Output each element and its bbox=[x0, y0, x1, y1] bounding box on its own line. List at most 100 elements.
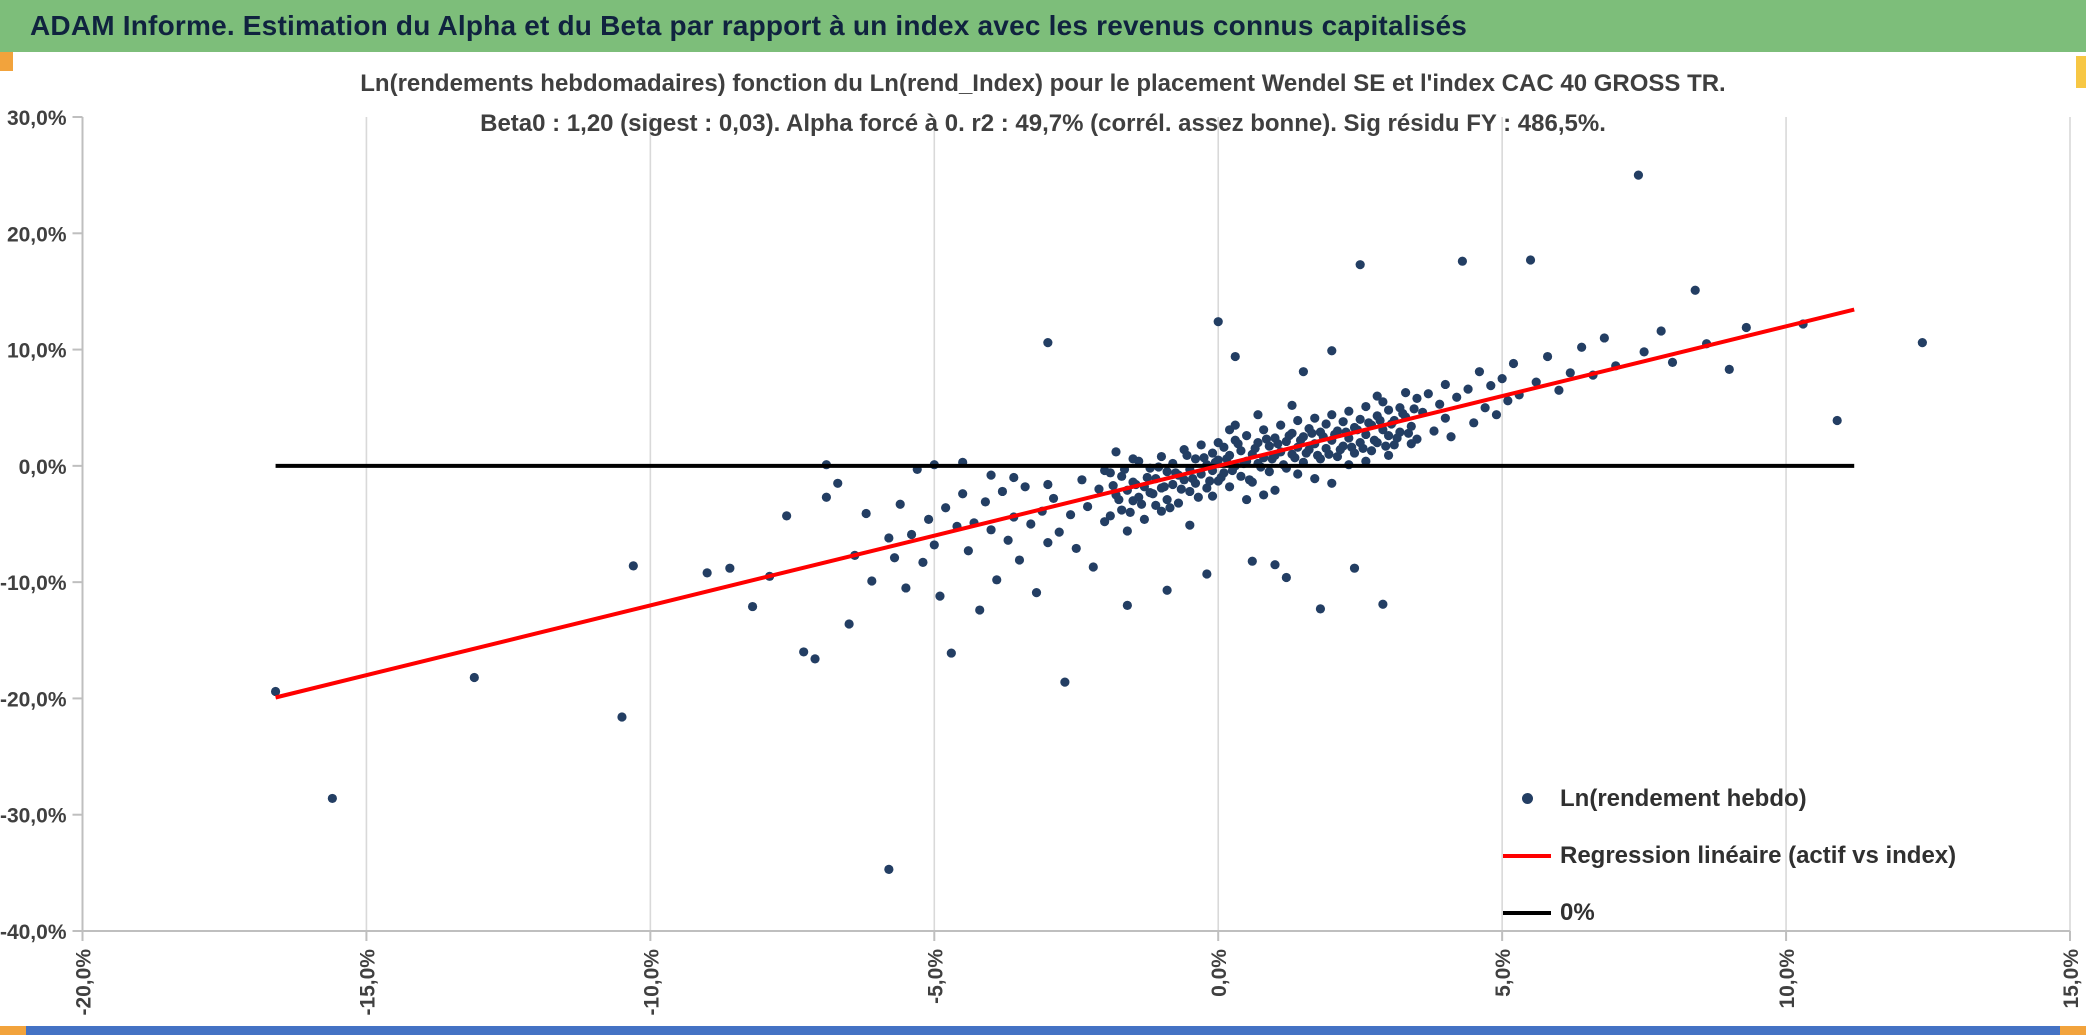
scatter-point bbox=[941, 503, 951, 513]
bottom-right-corner-marker bbox=[2060, 1026, 2086, 1035]
scatter-point bbox=[1293, 415, 1303, 426]
scatter-point bbox=[1156, 506, 1167, 516]
scatter-point bbox=[1125, 507, 1135, 517]
scatter-point bbox=[1440, 413, 1450, 423]
scatter-point bbox=[1247, 477, 1257, 487]
scatter-point bbox=[1491, 410, 1502, 420]
scatter-point bbox=[1917, 337, 1927, 348]
scatter-point bbox=[1486, 381, 1496, 391]
legend-dot-icon bbox=[1502, 793, 1552, 804]
scatter-point bbox=[1383, 450, 1394, 460]
scatter-point bbox=[1219, 442, 1229, 452]
scatter-point bbox=[1361, 456, 1371, 466]
scatter-point bbox=[1361, 401, 1371, 412]
scatter-point bbox=[1193, 492, 1203, 502]
scatter-point bbox=[1071, 543, 1081, 554]
scatter-point bbox=[1230, 351, 1240, 362]
scatter-point bbox=[1094, 484, 1104, 494]
scatter-point bbox=[1372, 391, 1382, 401]
regression-line bbox=[275, 307, 1855, 700]
scatter-point bbox=[1389, 440, 1399, 450]
scatter-point bbox=[1151, 500, 1161, 510]
chart-legend: Ln(rendement hebdo) Regression linéaire (… bbox=[1502, 782, 1956, 953]
scatter-point bbox=[1185, 486, 1195, 497]
scatter-point bbox=[1242, 494, 1252, 505]
scatter-point bbox=[1190, 454, 1201, 464]
scatter-point bbox=[1497, 374, 1507, 384]
scatter-point bbox=[1412, 434, 1422, 444]
scatter-point bbox=[1344, 406, 1354, 416]
scatter-point bbox=[918, 557, 928, 567]
y-tick-label: -20,0% bbox=[0, 688, 67, 711]
scatter-point bbox=[992, 575, 1002, 585]
right-edge-marker bbox=[2076, 56, 2086, 88]
scatter-point bbox=[1190, 478, 1201, 488]
scatter-point bbox=[1048, 493, 1059, 504]
scatter-point bbox=[901, 583, 911, 593]
scatter-point bbox=[1199, 453, 1209, 463]
scatter-point bbox=[1741, 322, 1751, 333]
scatter-point bbox=[1409, 404, 1419, 414]
scatter-point bbox=[1136, 499, 1147, 509]
scatter-point bbox=[1315, 604, 1326, 614]
scatter-point bbox=[924, 514, 934, 524]
scatter-point bbox=[1366, 446, 1377, 456]
scatter-point bbox=[1372, 438, 1382, 448]
scatter-point bbox=[1134, 492, 1144, 502]
scatter-point bbox=[1270, 560, 1280, 570]
scatter-point bbox=[617, 712, 627, 722]
legend-line-icon bbox=[1502, 910, 1552, 915]
scatter-point bbox=[1108, 481, 1118, 491]
scatter-point bbox=[1446, 432, 1456, 442]
scatter-point bbox=[1531, 377, 1541, 387]
y-tick-label: 20,0% bbox=[7, 223, 67, 246]
scatter-point bbox=[1168, 479, 1178, 490]
legend-marker-shape bbox=[1521, 793, 1533, 804]
scatter-point bbox=[1378, 397, 1388, 407]
scatter-point bbox=[1134, 456, 1144, 466]
header-title: ADAM Informe. Estimation du Alpha et du … bbox=[30, 10, 1468, 41]
scatter-point bbox=[1148, 489, 1158, 499]
scatter-point bbox=[1083, 501, 1093, 512]
scatter-point bbox=[1182, 450, 1192, 460]
x-tick-label: -10,0% bbox=[640, 949, 663, 1016]
scatter-point bbox=[889, 553, 900, 563]
scatter-point bbox=[1287, 400, 1297, 410]
scatter-point bbox=[1162, 585, 1172, 595]
y-tick-label: 10,0% bbox=[7, 340, 67, 363]
scatter-point bbox=[1236, 446, 1246, 456]
scatter-point bbox=[1375, 415, 1385, 426]
scatter-point bbox=[327, 793, 337, 804]
scatter-point bbox=[1327, 478, 1337, 488]
x-tick-label: 0,0% bbox=[1208, 949, 1231, 997]
scatter-point bbox=[1429, 426, 1439, 436]
y-tick-label: 0,0% bbox=[19, 456, 67, 479]
scatter-point bbox=[1162, 494, 1172, 505]
scatter-point bbox=[1270, 485, 1280, 495]
scatter-point bbox=[821, 492, 831, 502]
scatter-point bbox=[963, 546, 973, 556]
scatter-point bbox=[1253, 438, 1263, 448]
scatter-point bbox=[1542, 351, 1553, 362]
scatter-point bbox=[1469, 418, 1479, 428]
scatter-point bbox=[1474, 367, 1485, 377]
legend-item-1[interactable]: Ln(rendement hebdo) bbox=[1502, 782, 1956, 815]
scatter-point bbox=[1105, 468, 1115, 478]
scatter-point bbox=[1508, 358, 1519, 369]
bottom-left-corner-marker bbox=[0, 1026, 26, 1035]
header-bar: ADAM Informe. Estimation du Alpha et du … bbox=[0, 0, 2086, 52]
scatter-point bbox=[1293, 469, 1303, 479]
scatter-point bbox=[1298, 367, 1308, 377]
legend-item-2[interactable]: Regression linéaire (actif vs index) bbox=[1502, 839, 1956, 872]
scatter-point bbox=[1230, 420, 1240, 430]
scatter-point bbox=[1633, 170, 1644, 180]
scatter-point bbox=[1009, 472, 1019, 483]
scatter-point bbox=[1020, 482, 1030, 492]
scatter-point bbox=[1298, 432, 1308, 442]
scatter-point bbox=[1315, 454, 1326, 464]
scatter-point bbox=[958, 489, 968, 499]
scatter-point bbox=[1065, 510, 1076, 520]
scatter-point bbox=[1381, 441, 1391, 451]
legend-item-3[interactable]: 0% bbox=[1502, 896, 1956, 929]
